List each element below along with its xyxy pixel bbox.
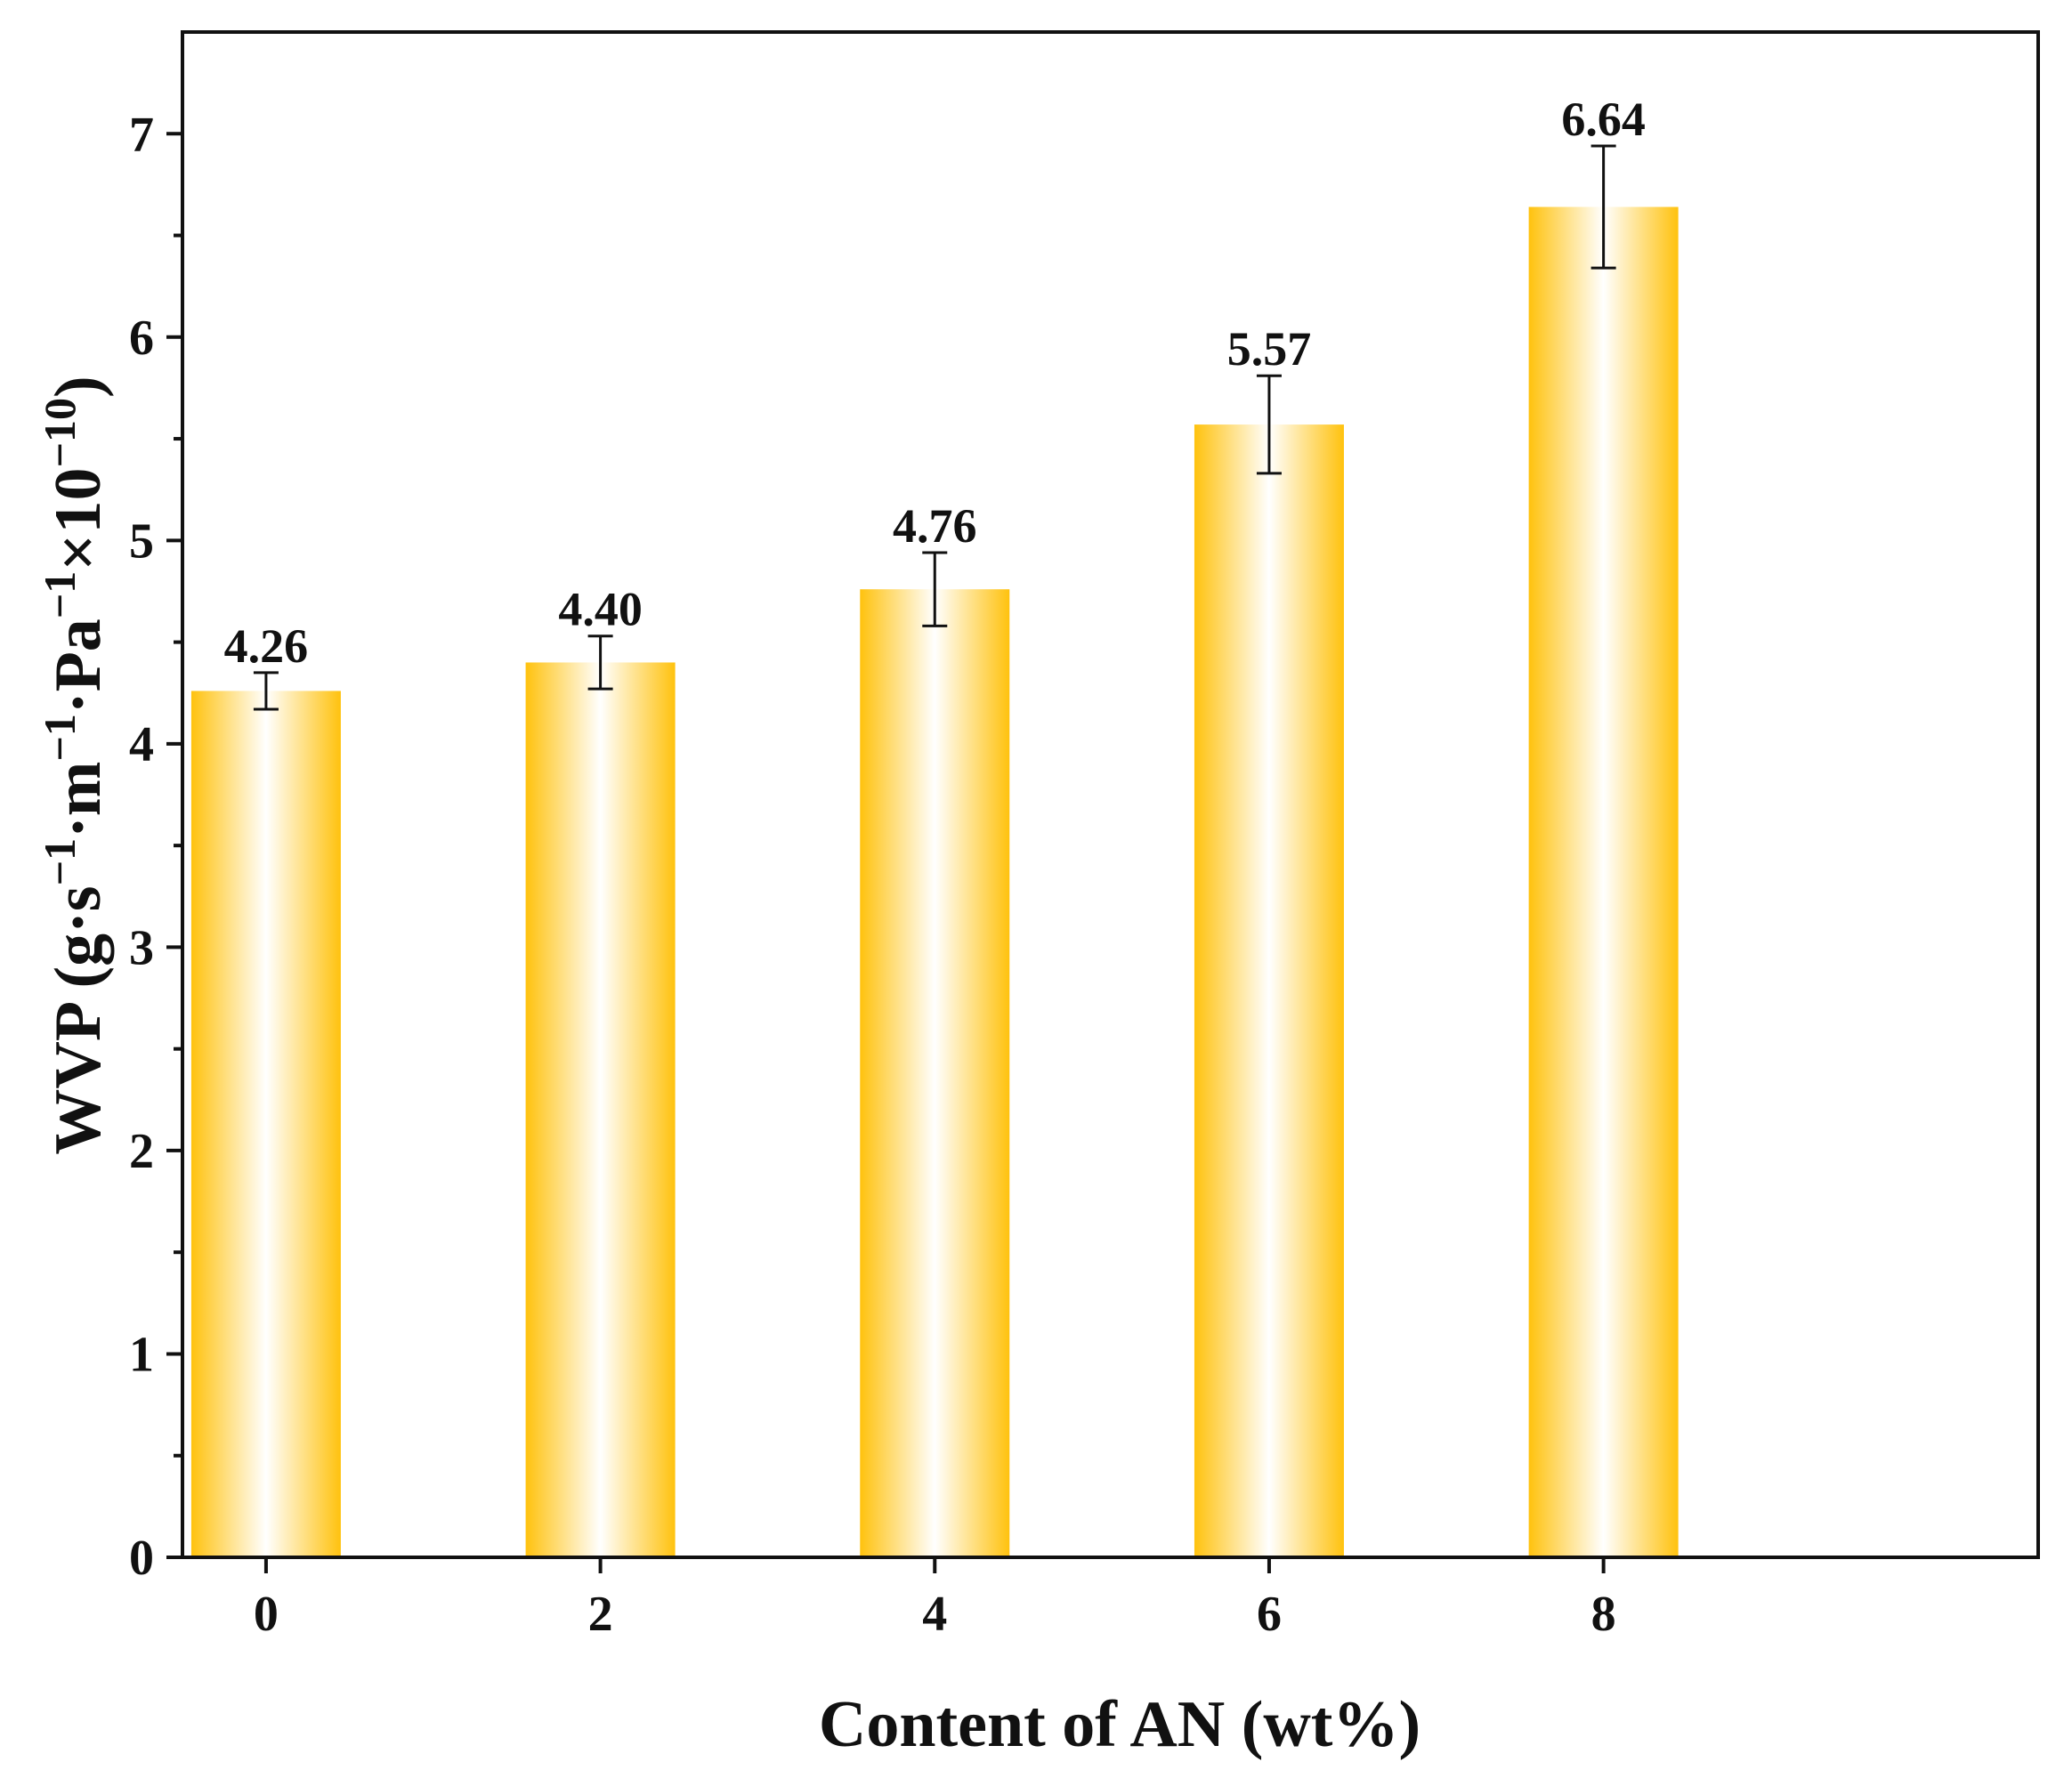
- x-tick-label-6: 6: [1257, 1587, 1282, 1642]
- value-labels-layer: 4.26 4.40 4.76 5.57 6.64: [224, 93, 1646, 673]
- bars-layer: [190, 206, 1679, 1557]
- error-bar-0: [253, 671, 279, 711]
- plot-frame: [181, 30, 2040, 1559]
- value-label-0: 4.26: [224, 619, 309, 673]
- error-bar-8: [1590, 144, 1616, 270]
- y-tick-label-2: 2: [129, 1124, 154, 1179]
- value-label-2: 4.40: [558, 583, 643, 636]
- y-tick-label-5: 5: [129, 513, 154, 569]
- bar-8: [1528, 206, 1679, 1557]
- axes-layer: 0 1 2 3 4 5 6 7 0 2 4 6 8: [129, 30, 2040, 1642]
- error-bar-4: [922, 551, 948, 627]
- value-label-4: 4.76: [893, 499, 977, 553]
- y-tick-label-0: 0: [129, 1531, 154, 1586]
- y-tick-label-4: 4: [129, 717, 154, 772]
- value-label-6: 5.57: [1227, 322, 1312, 376]
- bar-2: [525, 662, 676, 1557]
- x-axis-title: Content of AN (wt%): [819, 1688, 1420, 1761]
- y-tick-label-3: 3: [129, 920, 154, 975]
- x-tick-label-0: 0: [254, 1587, 279, 1642]
- bar-0: [190, 691, 341, 1557]
- y-axis-title: WVP (g·s−1·m−1·Pa−1×10−10): [35, 376, 115, 1154]
- y-tick-label-1: 1: [129, 1327, 154, 1382]
- error-bars-layer: [253, 144, 1616, 711]
- value-label-8: 6.64: [1561, 93, 1646, 146]
- y-tick-label-7: 7: [129, 107, 154, 162]
- bar-4: [860, 589, 1010, 1557]
- error-bar-6: [1256, 374, 1282, 475]
- x-tick-label-8: 8: [1591, 1587, 1616, 1642]
- x-tick-label-2: 2: [588, 1587, 613, 1642]
- y-tick-label-6: 6: [129, 311, 154, 366]
- bar-6: [1194, 424, 1344, 1557]
- x-tick-label-4: 4: [922, 1587, 947, 1642]
- error-bar-2: [587, 634, 613, 691]
